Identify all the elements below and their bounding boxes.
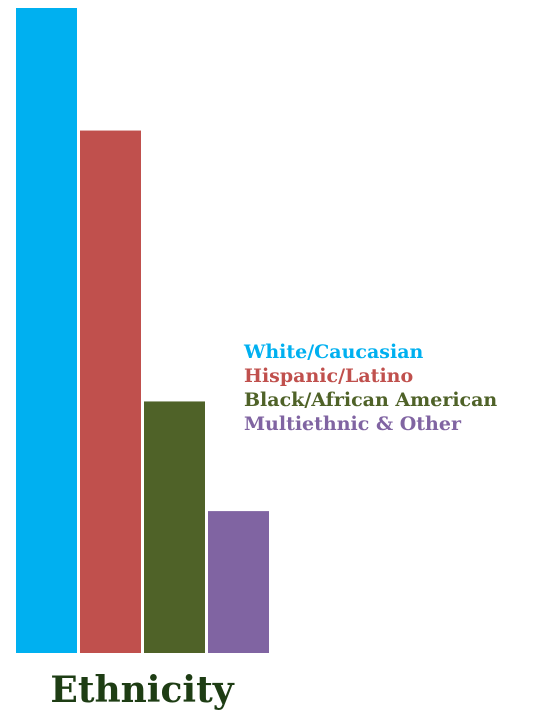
bar-hispanic-latino [80, 130, 141, 654]
legend-item-black-african-american: Black/African American [244, 389, 498, 411]
chart-title: Ethnicity [50, 669, 234, 711]
bar-multiethnic-other [208, 511, 269, 653]
legend-item-white-caucasian: White/Caucasian [244, 341, 424, 363]
legend: White/Caucasian Hispanic/Latino Black/Af… [244, 340, 497, 436]
bar-white-caucasian [16, 8, 77, 653]
legend-item-multiethnic-other: Multiethnic & Other [244, 413, 461, 435]
legend-item-hispanic-latino: Hispanic/Latino [244, 365, 414, 387]
bar-black-african-american [144, 401, 205, 653]
